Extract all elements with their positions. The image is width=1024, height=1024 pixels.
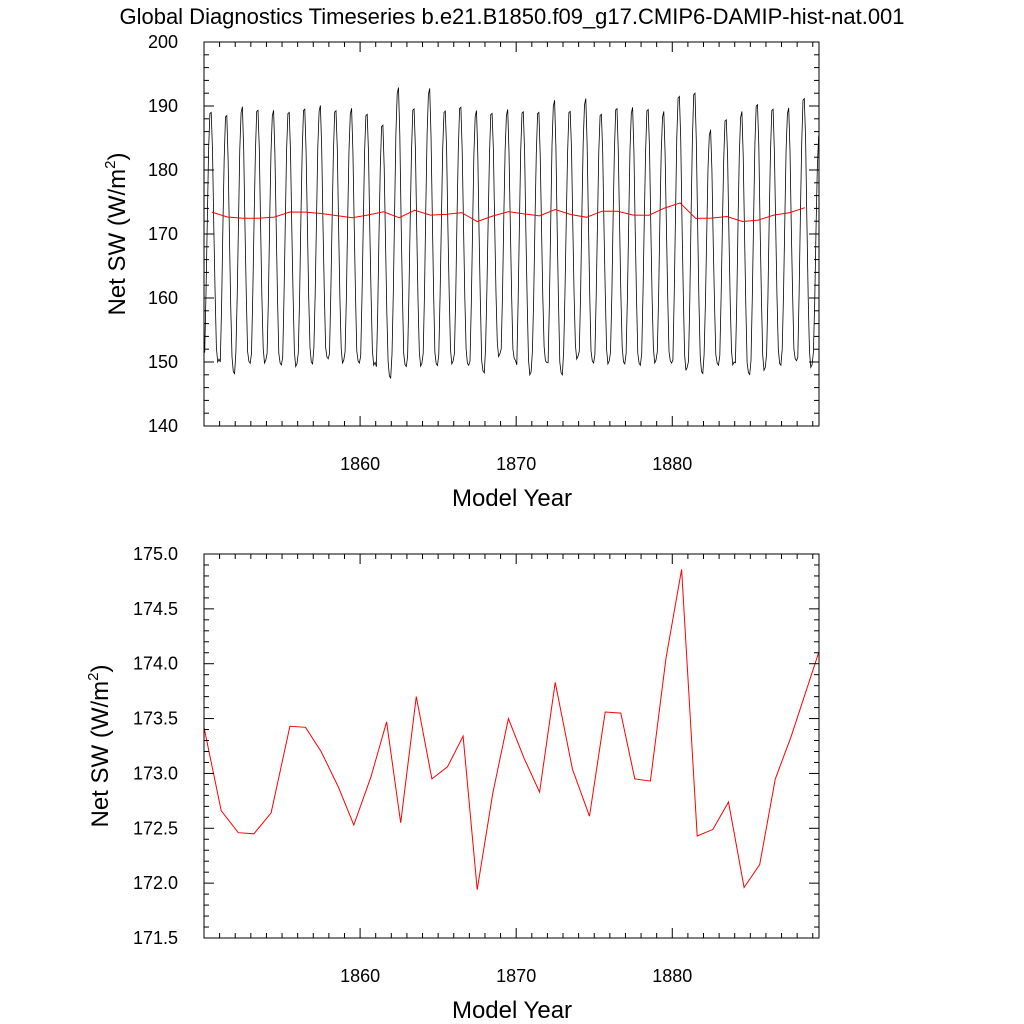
top-plot-frame — [203, 41, 820, 427]
top-y-tick-label: 140 — [148, 416, 178, 436]
top-x-tick-label: 1860 — [340, 454, 380, 474]
bottom-axes — [203, 553, 820, 939]
top-y-tick-label: 170 — [148, 224, 178, 244]
bottom-y-tick-label: 175.0 — [133, 544, 178, 564]
bottom-plot-data — [204, 569, 819, 890]
bottom-y-axis-label: Net SW (W/m2) — [85, 665, 114, 828]
top-y-tick-label: 150 — [148, 352, 178, 372]
top-series-annual-line — [211, 202, 806, 223]
top-y-axis-label-sup: 2 — [102, 161, 119, 169]
bottom-x-tick-label: 1880 — [652, 966, 692, 986]
top-y-tick-label: 160 — [148, 288, 178, 308]
bottom-y-tick-label: 173.5 — [133, 709, 178, 729]
bottom-y-tick-label: 172.0 — [133, 873, 178, 893]
bottom-ticks: 1860 1870 1880 171.5 172.0 172.5 173.0 173.5 174… — [133, 544, 819, 986]
bottom-x-tick-label: 1870 — [496, 966, 536, 986]
top-x-tick-label: 1870 — [496, 454, 536, 474]
bottom-y-axis-label-main: Net SW (W/m — [87, 681, 114, 828]
bottom-series-annual-line — [204, 569, 819, 890]
top-x-tick-label: 1880 — [652, 454, 692, 474]
bottom-y-axis-label-sup: 2 — [85, 673, 102, 681]
chart-title: Global Diagnostics Timeseries b.e21.B185… — [119, 4, 904, 29]
top-panel: 1860 1870 1880 140 150 160 170 180 190 200 Model … — [102, 32, 820, 512]
top-y-tick-label: 190 — [148, 96, 178, 116]
bottom-y-tick-label: 172.5 — [133, 818, 178, 838]
bottom-x-axis-label: Model Year — [452, 997, 572, 1024]
top-y-axis-label-end: ) — [104, 153, 131, 161]
top-series-monthly-line — [204, 87, 819, 380]
top-y-axis-label: Net SW (W/m2) — [102, 153, 131, 316]
bottom-y-tick-label: 174.0 — [133, 654, 178, 674]
bottom-y-tick-label: 173.0 — [133, 763, 178, 783]
top-axes — [203, 41, 820, 427]
top-plot-data — [204, 87, 819, 380]
top-ticks: 1860 1870 1880 140 150 160 170 180 190 200 — [148, 32, 819, 474]
bottom-plot-frame — [203, 553, 820, 939]
top-y-axis-label-main: Net SW (W/m — [104, 169, 131, 316]
bottom-y-tick-label: 174.5 — [133, 599, 178, 619]
top-x-axis-label: Model Year — [452, 485, 572, 512]
bottom-panel: 1860 1870 1880 171.5 172.0 172.5 173.0 173.5 174… — [85, 544, 820, 1024]
top-y-tick-label: 200 — [148, 32, 178, 52]
bottom-y-axis-label-end: ) — [87, 665, 114, 673]
bottom-y-tick-label: 171.5 — [133, 928, 178, 948]
top-y-tick-label: 180 — [148, 160, 178, 180]
bottom-x-tick-label: 1860 — [340, 966, 380, 986]
